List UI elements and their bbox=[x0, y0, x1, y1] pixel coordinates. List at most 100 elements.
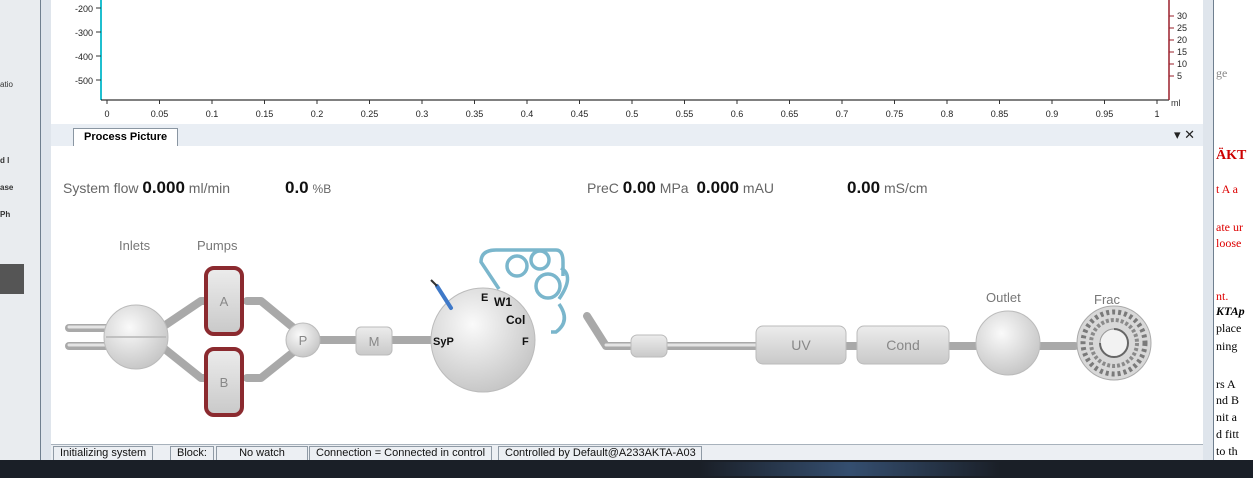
percent-b-unit: %B bbox=[312, 182, 332, 196]
x-tick-label: 0.25 bbox=[361, 109, 379, 119]
y-tick-label: -400 bbox=[75, 52, 93, 62]
x-tick-label: 0.15 bbox=[256, 109, 274, 119]
y2-tick-label: 15 bbox=[1177, 47, 1187, 57]
valve-port-f: F bbox=[522, 336, 529, 348]
cond-unit: mS/cm bbox=[883, 180, 928, 196]
percent-b-value: 0.0 bbox=[285, 178, 309, 197]
doc-text: t A a bbox=[1216, 182, 1239, 196]
y2-tick-label: 5 bbox=[1177, 71, 1182, 81]
valve-port-syp: SyP bbox=[433, 336, 454, 348]
uv-value: 0.000 bbox=[696, 178, 740, 197]
injection-valve-icon[interactable] bbox=[430, 287, 536, 393]
prec-unit: MPa bbox=[659, 180, 689, 196]
x-tick-label: 0.05 bbox=[151, 109, 169, 119]
cond-label: Cond bbox=[886, 337, 919, 353]
y-ticks: -200 -300 -400 -500 bbox=[75, 4, 101, 86]
background-document: ge ÄKT t A a ate ur loose nt. KTAp place… bbox=[1212, 0, 1253, 478]
syringe-icon bbox=[435, 284, 453, 310]
y-tick-label: -500 bbox=[75, 76, 93, 86]
x-tick-label: 0.75 bbox=[886, 109, 904, 119]
uv-monitor-icon[interactable] bbox=[755, 325, 847, 365]
y2-unit-label: ml bbox=[1171, 98, 1181, 108]
flow-path-diagram: A B P M E W1 Col SyP F bbox=[65, 248, 1152, 417]
percent-b-readout: 0.0 %B bbox=[285, 178, 331, 198]
cond-readout: 0.00 mS/cm bbox=[847, 178, 928, 198]
taskbar-highlight bbox=[700, 462, 1000, 476]
pump-b-icon[interactable] bbox=[204, 347, 244, 417]
inlets-label: Inlets bbox=[119, 238, 151, 253]
x-tick-label: 0.2 bbox=[311, 109, 324, 119]
doc-text: nd B bbox=[1216, 393, 1240, 407]
status-controlled-by: Controlled by Default@A233AKTA-A03 bbox=[498, 446, 702, 461]
y2-tick-label: 10 bbox=[1177, 59, 1187, 69]
pump-b-label: B bbox=[220, 375, 229, 390]
valve-port-e: E bbox=[481, 292, 488, 304]
x-tick-label: 0.5 bbox=[626, 109, 639, 119]
status-block: Block: bbox=[170, 446, 214, 461]
doc-text: ÄKT bbox=[1216, 148, 1247, 163]
pump-a-icon[interactable] bbox=[204, 266, 244, 336]
status-bar: Initializing system Block: No watch Conn… bbox=[51, 444, 1203, 461]
doc-text: ate ur bbox=[1216, 220, 1243, 234]
doc-text: d fitt bbox=[1216, 427, 1239, 441]
x-tick-label: 0.9 bbox=[1046, 109, 1059, 119]
y2-ticks: 30 25 20 15 10 5 bbox=[1169, 11, 1187, 81]
x-tick-label: 0.1 bbox=[206, 109, 219, 119]
doc-text: KTAp bbox=[1216, 304, 1245, 318]
y2-tick-label: 30 bbox=[1177, 11, 1187, 21]
x-tick-label: 0.55 bbox=[676, 109, 694, 119]
y2-tick-label: 25 bbox=[1177, 23, 1187, 33]
doc-text: place bbox=[1216, 321, 1242, 335]
panel-controls[interactable]: ▾ ✕ bbox=[1173, 127, 1195, 142]
fraction-collector-icon[interactable] bbox=[1076, 305, 1152, 381]
pump-a-label: A bbox=[220, 294, 229, 309]
frac-label: Frac bbox=[1094, 292, 1120, 307]
pumps-label: Pumps bbox=[197, 238, 238, 253]
doc-text: ge bbox=[1216, 66, 1228, 80]
x-tick-label: 0.7 bbox=[836, 109, 849, 119]
status-watch: No watch bbox=[216, 446, 308, 461]
doc-text: ning bbox=[1216, 339, 1238, 353]
x-tick-label: 0.45 bbox=[571, 109, 589, 119]
pressure-label: P bbox=[299, 333, 308, 348]
prec-readout: PreC 0.00 MPa 0.000 mAU bbox=[587, 178, 774, 198]
mixer-label: M bbox=[369, 334, 380, 349]
x-tick-label: 1 bbox=[1154, 109, 1159, 119]
outlet-valve-icon[interactable] bbox=[975, 310, 1041, 376]
system-flow-readout: System flow 0.000 ml/min bbox=[63, 178, 230, 198]
x-tick-label: 0.85 bbox=[991, 109, 1009, 119]
y-tick-label: -300 bbox=[75, 28, 93, 38]
doc-text: rs A bbox=[1216, 377, 1236, 391]
system-flow-label: System flow bbox=[63, 180, 139, 196]
valve-port-w1: W1 bbox=[494, 295, 512, 309]
x-tick-label: 0.65 bbox=[781, 109, 799, 119]
status-connection: Connection = Connected in control bbox=[309, 446, 493, 461]
background-text: Ph bbox=[0, 210, 11, 219]
chromatogram-svg: -200 -300 -400 -500 0 0.05 0.1 0.15 0.2 0.25 0.3 0… bbox=[75, 0, 1187, 119]
chromatogram-chart: -200 -300 -400 -500 0 0.05 0.1 0.15 0.2 0.25 0.3 0… bbox=[51, 0, 1203, 124]
mixer-icon[interactable] bbox=[355, 326, 393, 356]
unicorn-window: -200 -300 -400 -500 0 0.05 0.1 0.15 0.2 0.25 0.3 0… bbox=[40, 0, 1214, 461]
x-tick-label: 0 bbox=[104, 109, 109, 119]
conductivity-monitor-icon[interactable] bbox=[856, 325, 950, 365]
background-text: ase bbox=[0, 183, 14, 192]
x-tick-label: 0.6 bbox=[731, 109, 744, 119]
system-flow-value: 0.000 bbox=[142, 178, 185, 197]
flow-restrictor-icon[interactable] bbox=[630, 334, 668, 358]
column-loop-icon[interactable] bbox=[479, 248, 570, 334]
outlet-label: Outlet bbox=[986, 290, 1021, 305]
prec-value: 0.00 bbox=[622, 178, 656, 197]
doc-text: to th bbox=[1216, 444, 1238, 458]
background-text: d l bbox=[0, 156, 10, 165]
x-tick-label: 0.3 bbox=[416, 109, 429, 119]
background-text: atio bbox=[0, 80, 13, 89]
tab-process-picture[interactable]: Process Picture bbox=[73, 128, 179, 147]
y-tick-label: -200 bbox=[75, 4, 93, 14]
x-tick-label: 0.35 bbox=[466, 109, 484, 119]
y2-tick-label: 20 bbox=[1177, 35, 1187, 45]
taskbar bbox=[0, 460, 1253, 478]
x-tick-label: 0.8 bbox=[941, 109, 954, 119]
background-block bbox=[0, 264, 24, 294]
pressure-sensor-icon[interactable] bbox=[285, 322, 321, 358]
doc-text: loose bbox=[1216, 236, 1242, 250]
